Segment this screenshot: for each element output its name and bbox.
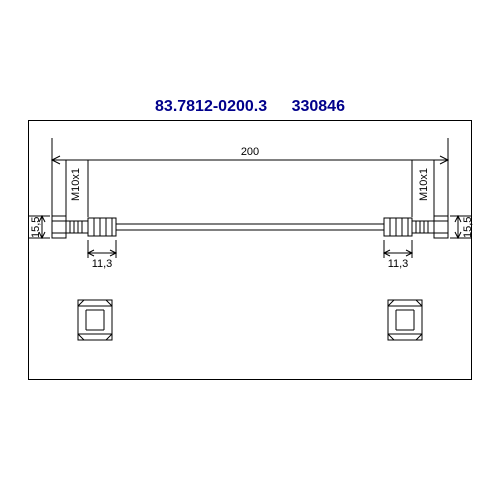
dim-right-dia: 15,5 [462,216,474,238]
linework [0,0,500,500]
drawing-canvas: 83.7812-0200.3 330846 [0,0,500,500]
dim-right-thread: M10x1 [418,162,430,206]
dim-left-thread: M10x1 [70,162,82,206]
dim-overall-length: 200 [235,146,265,158]
dim-left-dia: 15,5 [30,216,42,238]
dim-right-fit: 11,3 [385,258,411,270]
dim-left-fit: 11,3 [89,258,115,270]
